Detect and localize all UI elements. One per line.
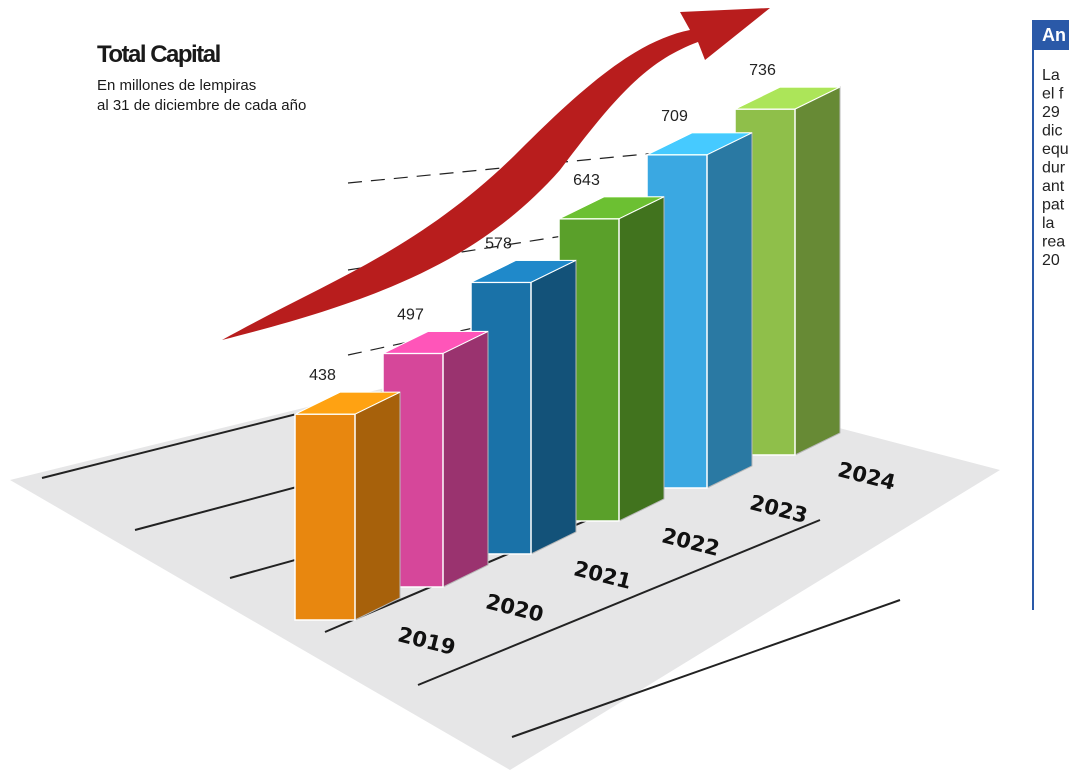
side-text: rea: [1042, 234, 1065, 251]
floor-line: [417, 519, 821, 686]
side-title: An: [1042, 25, 1066, 45]
chart-title: Total Capital: [97, 41, 220, 68]
bar-side: [794, 86, 841, 456]
bar-side: [530, 259, 577, 555]
side-text: equ: [1042, 141, 1069, 158]
side-text: la: [1042, 215, 1055, 232]
bar-top: [734, 86, 841, 110]
bar-top: [382, 330, 489, 354]
bar-top: [558, 196, 665, 220]
bar-top: [294, 391, 401, 415]
bar-side: [618, 195, 665, 522]
side-header: [1032, 20, 1069, 50]
value-label: 578: [485, 235, 512, 252]
bar-side: [354, 391, 401, 621]
value-label: 736: [749, 62, 776, 79]
bar-side: [706, 131, 753, 489]
bar-top: [646, 132, 753, 156]
side-text: el f: [1042, 86, 1064, 103]
bar-side: [442, 330, 489, 588]
side-text: dic: [1042, 123, 1062, 140]
side-text: dur: [1042, 160, 1066, 177]
bar: [294, 413, 356, 621]
side-text: ant: [1042, 178, 1065, 195]
floor-line: [511, 599, 901, 738]
subtitle: al 31 de diciembre de cada año: [97, 97, 306, 114]
value-label: 709: [661, 108, 688, 125]
value-label: 643: [573, 172, 600, 189]
side-text: pat: [1042, 197, 1065, 214]
value-label: 497: [397, 306, 424, 323]
side-text: 29: [1042, 104, 1060, 121]
bar-top: [470, 259, 577, 283]
trend-arrow: [222, 8, 770, 340]
side-text: 20: [1042, 252, 1060, 269]
side-text: La: [1042, 67, 1060, 84]
value-label: 438: [309, 367, 336, 384]
subtitle: En millones de lempiras: [97, 77, 256, 94]
bars: [294, 86, 841, 621]
side-panel: An: [1032, 20, 1069, 610]
